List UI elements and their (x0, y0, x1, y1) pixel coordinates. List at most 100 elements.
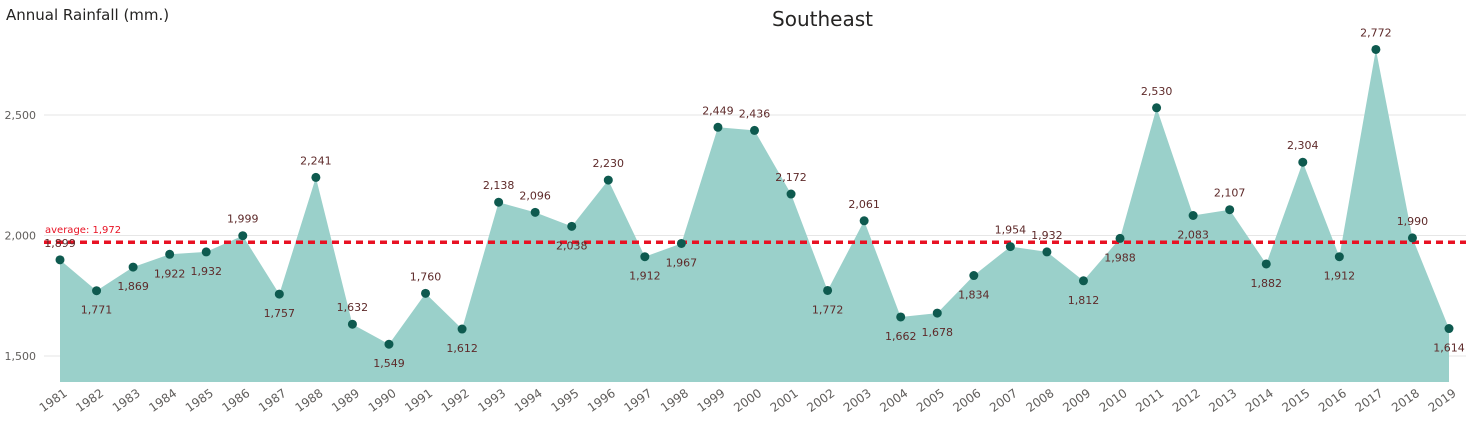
data-point-1994 (530, 207, 540, 217)
data-point-2001 (786, 189, 796, 199)
data-label-1988: 2,241 (300, 154, 332, 167)
rainfall-area (60, 49, 1449, 383)
data-label-1987: 1,757 (264, 307, 296, 320)
data-points (55, 44, 1454, 349)
data-label-2018: 1,990 (1397, 215, 1429, 228)
data-point-2007 (1005, 242, 1015, 252)
x-tick-label: 2009 (1060, 386, 1093, 415)
data-point-1992 (457, 324, 467, 334)
data-label-2001: 2,172 (775, 171, 807, 184)
data-label-2016: 1,912 (1324, 270, 1356, 283)
x-tick-label: 1990 (366, 386, 399, 415)
data-label-1982: 1,771 (81, 304, 113, 317)
data-label-1983: 1,869 (117, 280, 149, 293)
data-labels: 1,899 1,771 1,869 1,922 1,932 1,999 1,757 2,241… (44, 26, 1465, 370)
data-point-1985 (201, 247, 211, 257)
data-point-1998 (676, 238, 686, 248)
data-point-2015 (1298, 157, 1308, 167)
data-point-1990 (384, 339, 394, 349)
x-tick-label: 2000 (731, 386, 764, 415)
data-label-1992: 1,612 (446, 342, 478, 355)
data-label-2019: 1,614 (1433, 342, 1465, 355)
x-tick-label: 2008 (1024, 386, 1057, 415)
average-line-group: average: 1,972 (44, 225, 1466, 244)
y-tick-label: 2,000 (5, 230, 37, 243)
x-tick-label: 2002 (804, 386, 837, 415)
x-tick-label: 1994 (512, 386, 545, 415)
x-tick-label: 2016 (1316, 386, 1349, 415)
x-tick-label: 1996 (585, 386, 618, 415)
x-tick-label: 1985 (183, 386, 216, 415)
data-label-1986: 1,999 (227, 213, 259, 226)
x-tick-label: 1993 (475, 386, 508, 415)
x-tick-label: 1995 (548, 386, 581, 415)
data-point-2011 (1152, 103, 1162, 113)
y-axis-title: Annual Rainfall (mm.) (6, 6, 170, 24)
data-label-1999: 2,449 (702, 104, 734, 117)
x-axis-ticks: 1981 1982 1983 1984 1985 1986 1987 1988 1989 1990… (37, 386, 1459, 415)
data-point-1996 (603, 175, 613, 185)
x-tick-label: 1998 (658, 386, 691, 415)
data-point-1997 (640, 252, 650, 262)
x-tick-label: 2001 (768, 386, 801, 415)
data-point-2008 (1042, 247, 1052, 257)
data-point-2014 (1261, 259, 1271, 269)
x-tick-label: 1988 (293, 386, 326, 415)
x-tick-label: 1981 (37, 386, 70, 415)
data-label-2005: 1,678 (922, 326, 954, 339)
x-tick-label: 1983 (110, 386, 143, 415)
data-label-2002: 1,772 (812, 303, 844, 316)
data-point-1982 (92, 286, 102, 296)
data-point-1995 (567, 221, 577, 231)
data-point-1984 (165, 249, 175, 259)
y-tick-label: 2,500 (5, 109, 37, 122)
x-tick-label: 2013 (1206, 386, 1239, 415)
data-point-2013 (1225, 205, 1235, 215)
data-point-1991 (421, 288, 431, 298)
x-tick-label: 2010 (1097, 386, 1130, 415)
data-point-2018 (1407, 233, 1417, 243)
data-label-2003: 2,061 (848, 198, 880, 211)
x-tick-label: 1986 (219, 386, 252, 415)
data-point-2004 (896, 312, 906, 322)
data-point-2005 (932, 308, 942, 318)
data-label-1985: 1,932 (190, 265, 222, 278)
data-point-2010 (1115, 233, 1125, 243)
data-point-2016 (1334, 252, 1344, 262)
data-label-1998: 1,967 (666, 256, 698, 269)
data-label-1991: 1,760 (410, 270, 442, 283)
data-label-2015: 2,304 (1287, 139, 1319, 152)
x-tick-label: 2015 (1279, 386, 1312, 415)
data-point-2002 (823, 285, 833, 295)
y-tick-label: 1,500 (5, 350, 37, 363)
x-tick-label: 2017 (1353, 386, 1386, 415)
data-label-1989: 1,632 (337, 301, 369, 314)
chart-title: Southeast (772, 7, 873, 31)
data-label-2008: 1,932 (1031, 229, 1063, 242)
x-tick-label: 1987 (256, 386, 289, 415)
data-label-2010: 1,988 (1104, 251, 1136, 264)
data-point-1987 (274, 289, 284, 299)
data-point-1999 (713, 122, 723, 132)
data-point-2019 (1444, 324, 1454, 334)
data-point-2012 (1188, 210, 1198, 220)
average-label: average: 1,972 (45, 225, 121, 236)
data-point-2003 (859, 216, 869, 226)
data-point-2006 (969, 271, 979, 281)
x-tick-label: 2014 (1243, 386, 1276, 415)
data-point-1981 (55, 255, 65, 265)
data-point-1983 (128, 262, 138, 272)
data-label-1984: 1,922 (154, 267, 186, 280)
data-label-2011: 2,530 (1141, 85, 1173, 98)
data-label-2014: 1,882 (1250, 277, 1282, 290)
x-tick-label: 1992 (439, 386, 472, 415)
data-label-2012: 2,083 (1177, 228, 1209, 241)
data-point-1993 (494, 197, 504, 207)
data-label-1994: 2,096 (519, 189, 551, 202)
data-point-1988 (311, 172, 321, 182)
data-label-2000: 2,436 (739, 107, 771, 120)
data-label-1996: 2,230 (593, 157, 625, 170)
x-tick-label: 2004 (877, 386, 910, 415)
x-tick-label: 2019 (1426, 386, 1459, 415)
